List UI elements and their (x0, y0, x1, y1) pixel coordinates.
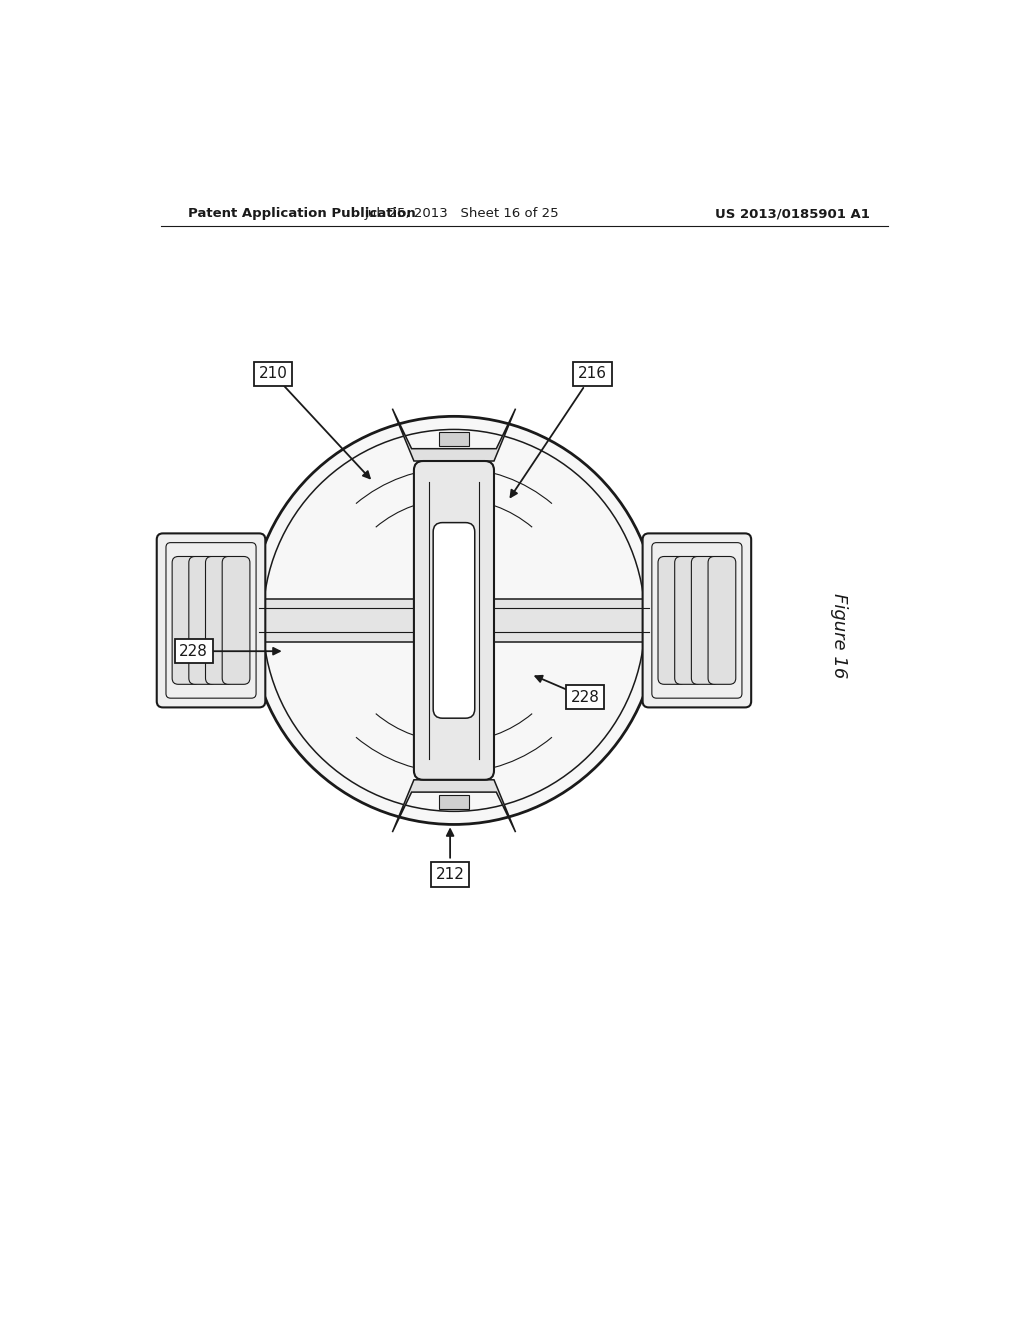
Polygon shape (392, 409, 515, 461)
FancyBboxPatch shape (414, 461, 494, 780)
Bar (439, 795, 469, 809)
Text: Jul. 25, 2013   Sheet 16 of 25: Jul. 25, 2013 Sheet 16 of 25 (365, 207, 559, 220)
FancyBboxPatch shape (222, 557, 250, 684)
FancyBboxPatch shape (691, 557, 719, 684)
FancyBboxPatch shape (188, 557, 216, 684)
FancyBboxPatch shape (643, 533, 752, 708)
FancyBboxPatch shape (206, 557, 233, 684)
Text: Figure 16: Figure 16 (830, 593, 848, 678)
Bar (439, 432, 469, 446)
FancyBboxPatch shape (658, 557, 686, 684)
Bar (484, 599, 649, 642)
FancyBboxPatch shape (157, 533, 265, 708)
Text: Patent Application Publication: Patent Application Publication (188, 207, 416, 220)
FancyBboxPatch shape (433, 523, 475, 718)
Text: US 2013/0185901 A1: US 2013/0185901 A1 (715, 207, 869, 220)
FancyBboxPatch shape (172, 557, 200, 684)
Text: 228: 228 (179, 644, 208, 659)
Text: 228: 228 (570, 690, 599, 705)
Text: 216: 216 (579, 367, 607, 381)
Text: 210: 210 (259, 367, 288, 381)
FancyBboxPatch shape (675, 557, 702, 684)
Circle shape (250, 416, 658, 825)
FancyBboxPatch shape (708, 557, 736, 684)
Text: 212: 212 (435, 867, 465, 882)
Bar (259, 599, 423, 642)
Polygon shape (392, 780, 515, 832)
